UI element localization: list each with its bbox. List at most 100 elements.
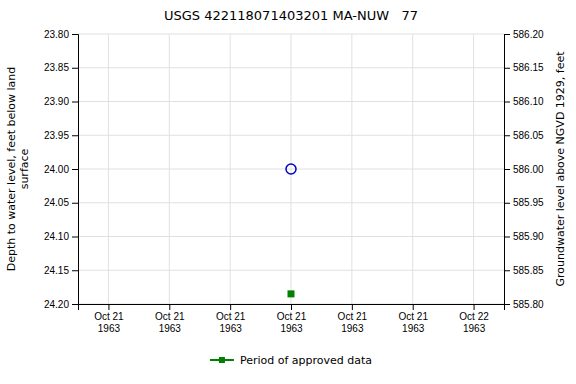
tick-mark (504, 135, 510, 136)
series (288, 290, 295, 297)
tick-label: 585.80 (513, 299, 544, 310)
series (286, 164, 296, 174)
tick: 24.05 (44, 197, 78, 208)
tick: 23.80 (44, 29, 78, 40)
grid-line (108, 34, 109, 304)
x-axis: Oct 211963 Oct 211963 Oct 211963 Oct 211963… (79, 304, 505, 334)
tick-mark (230, 304, 231, 310)
axis-line (72, 35, 79, 305)
y-axis: 23.80 23.85 23.90 23.95 24.00 24.05 24.10 24.15… (44, 29, 79, 310)
tick-mark (72, 270, 78, 271)
tick: 585.80 (504, 299, 544, 310)
tick-mark (72, 68, 78, 69)
tick-mark (72, 135, 78, 136)
tick-label: 24.20 (44, 299, 69, 310)
tick-label: 586.05 (513, 130, 544, 141)
grid-line (473, 34, 474, 304)
tick: 586.10 (504, 96, 544, 107)
y2-axis-title: Groundwater level above NGVD 1929, feet (554, 51, 567, 287)
tick: 24.00 (44, 164, 78, 175)
tick: 24.15 (44, 265, 78, 276)
tick-label: 586.10 (513, 96, 544, 107)
title: USGS 422118071403201 MA-NUW 77 (164, 8, 418, 23)
tick: 586.00 (504, 164, 544, 175)
tick-mark (72, 304, 78, 305)
tick: 23.90 (44, 96, 78, 107)
tick-label: Oct 211963 (155, 311, 185, 334)
point (286, 164, 296, 174)
tick-label: 23.85 (44, 62, 69, 73)
chart: Oct 211963 Oct 211963 Oct 211963 Oct 211963… (0, 0, 576, 384)
tick-label: 586.00 (513, 164, 544, 175)
tick-mark (352, 304, 353, 310)
grid-line (169, 34, 170, 304)
tick-label: 24.15 (44, 265, 69, 276)
tick-mark (504, 237, 510, 238)
tick-label: Oct 211963 (216, 311, 246, 334)
tick-label: 23.80 (44, 29, 69, 40)
grid (78, 34, 504, 304)
tick-mark (504, 102, 510, 103)
tick-label: 586.20 (513, 29, 544, 40)
tick-label: 585.95 (513, 197, 544, 208)
grid-line (291, 34, 292, 304)
tick-label: 585.90 (513, 231, 544, 242)
tick-mark (504, 270, 510, 271)
tick-mark (72, 169, 78, 170)
tick-label: 23.95 (44, 130, 69, 141)
tick: Oct 211963 (216, 304, 246, 334)
y-axis-title: Depth to water level, feet below landsur… (5, 67, 31, 272)
marks (286, 164, 296, 297)
tick-label: 586.15 (513, 62, 544, 73)
tick-mark (108, 304, 109, 310)
tick-label: Oct 211963 (338, 311, 368, 334)
tick: 585.85 (504, 265, 544, 276)
grid-line (412, 34, 413, 304)
tick-mark (474, 304, 475, 310)
tick-mark (72, 203, 78, 204)
tick: 586.20 (504, 29, 544, 40)
tick: Oct 211963 (94, 304, 124, 334)
tick-mark (504, 34, 510, 35)
point (288, 290, 295, 297)
tick: 585.90 (504, 231, 544, 242)
tick: Oct 221963 (459, 304, 489, 334)
tick: Oct 211963 (155, 304, 185, 334)
tick-mark (72, 237, 78, 238)
tick-label: Oct 211963 (277, 311, 307, 334)
axis-line (79, 305, 505, 311)
tick: 24.20 (44, 299, 78, 310)
tick-mark (169, 304, 170, 310)
axis-line (505, 35, 511, 305)
grid-line (230, 34, 231, 304)
tick-mark (72, 102, 78, 103)
plot: Oct 211963 Oct 211963 Oct 211963 Oct 211963… (44, 29, 544, 334)
tick-label: Oct 211963 (94, 311, 124, 334)
tick-mark (413, 304, 414, 310)
tick: 23.95 (44, 130, 78, 141)
tick-mark (504, 203, 510, 204)
tick: 586.05 (504, 130, 544, 141)
legend-marker (219, 357, 225, 363)
legend: Period of approved data (210, 354, 372, 367)
tick-mark (72, 34, 78, 35)
y2-axis: 586.20 586.15 586.10 586.05 586.00 585.95 585.… (504, 29, 544, 310)
tick-label: Oct 211963 (398, 311, 428, 334)
tick-mark (504, 169, 510, 170)
legend-label: Period of approved data (240, 354, 372, 367)
tick: 23.85 (44, 62, 78, 73)
tick-mark (504, 304, 510, 305)
tick-label: 24.10 (44, 231, 69, 242)
tick: Oct 211963 (338, 304, 368, 334)
tick: 24.10 (44, 231, 78, 242)
tick: Oct 211963 (277, 304, 307, 334)
legend-item: Period of approved data (210, 354, 372, 367)
tick-label: Oct 221963 (459, 311, 489, 334)
tick: 585.95 (504, 197, 544, 208)
tick-mark (291, 304, 292, 310)
tick-label: 24.05 (44, 197, 69, 208)
tick-label: 23.90 (44, 96, 69, 107)
tick-label: 24.00 (44, 164, 69, 175)
grid-line (351, 34, 352, 304)
tick-mark (504, 68, 510, 69)
